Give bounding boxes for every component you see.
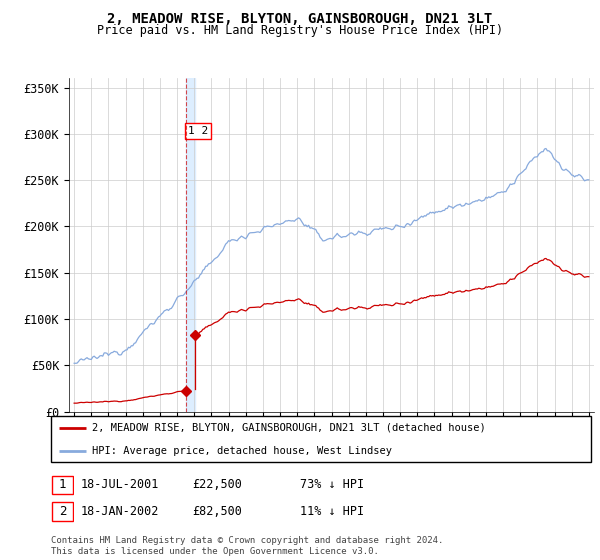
Text: £22,500: £22,500 (192, 478, 242, 492)
Text: 1 2: 1 2 (188, 126, 208, 136)
FancyBboxPatch shape (52, 475, 73, 494)
Text: Contains HM Land Registry data © Crown copyright and database right 2024.
This d: Contains HM Land Registry data © Crown c… (51, 536, 443, 556)
Text: 18-JUL-2001: 18-JUL-2001 (81, 478, 160, 492)
Text: Price paid vs. HM Land Registry's House Price Index (HPI): Price paid vs. HM Land Registry's House … (97, 24, 503, 37)
Text: 2: 2 (59, 505, 66, 518)
Text: HPI: Average price, detached house, West Lindsey: HPI: Average price, detached house, West… (91, 446, 392, 455)
Text: 2, MEADOW RISE, BLYTON, GAINSBOROUGH, DN21 3LT: 2, MEADOW RISE, BLYTON, GAINSBOROUGH, DN… (107, 12, 493, 26)
FancyBboxPatch shape (52, 502, 73, 521)
Text: £82,500: £82,500 (192, 505, 242, 518)
Text: 1: 1 (59, 478, 66, 492)
Text: 2, MEADOW RISE, BLYTON, GAINSBOROUGH, DN21 3LT (detached house): 2, MEADOW RISE, BLYTON, GAINSBOROUGH, DN… (91, 423, 485, 432)
Text: 11% ↓ HPI: 11% ↓ HPI (300, 505, 364, 518)
Bar (187, 78, 195, 412)
FancyBboxPatch shape (51, 416, 591, 462)
Text: 73% ↓ HPI: 73% ↓ HPI (300, 478, 364, 492)
Text: 18-JAN-2002: 18-JAN-2002 (81, 505, 160, 518)
